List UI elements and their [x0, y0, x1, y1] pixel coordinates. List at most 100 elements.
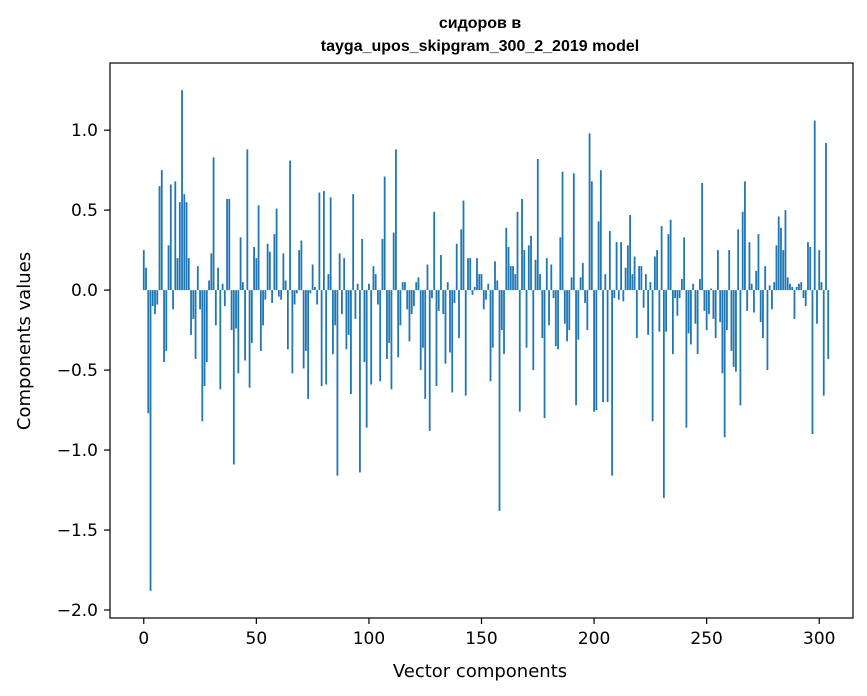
bar: [552, 290, 555, 299]
bar: [658, 290, 661, 332]
bar: [507, 246, 510, 291]
bar: [410, 290, 413, 315]
x-tick-label: 300: [803, 629, 835, 649]
y-tick-label: 0.0: [71, 281, 98, 301]
bar: [795, 286, 798, 291]
bar: [154, 290, 156, 315]
bar: [800, 282, 803, 291]
bar: [649, 282, 652, 291]
bar: [523, 250, 526, 291]
bar: [606, 290, 609, 403]
bar: [494, 261, 496, 291]
bar: [469, 258, 472, 291]
bar: [653, 256, 656, 291]
bar: [142, 250, 145, 291]
bar: [554, 290, 557, 347]
bar: [458, 290, 460, 339]
y-tick-label: 0.5: [71, 201, 98, 221]
bar: [428, 290, 431, 431]
bar: [732, 290, 735, 367]
bar: [145, 267, 147, 291]
bar: [689, 290, 692, 345]
bar: [370, 290, 373, 385]
bar: [527, 245, 530, 291]
bar: [784, 210, 787, 291]
bar: [512, 266, 514, 291]
bar: [807, 242, 809, 291]
bar: [757, 234, 760, 291]
bar: [332, 290, 334, 355]
bar: [316, 290, 319, 305]
bar: [295, 290, 298, 294]
bar: [341, 290, 343, 315]
bar: [372, 266, 375, 291]
bar: [210, 253, 213, 291]
bar: [440, 254, 442, 291]
bar: [431, 290, 433, 299]
bar: [313, 286, 316, 291]
bar: [656, 250, 659, 291]
y-tick-label: 1.0: [71, 121, 98, 141]
bar: [167, 245, 170, 291]
bar: [771, 290, 773, 310]
bar: [620, 242, 622, 291]
bar: [350, 290, 352, 395]
bar: [273, 234, 276, 291]
bar: [518, 290, 521, 412]
bar: [532, 290, 535, 371]
bar: [464, 290, 467, 396]
bar: [816, 290, 818, 324]
bar: [622, 290, 625, 302]
bar: [712, 290, 715, 319]
bar: [759, 290, 762, 323]
bar: [277, 290, 280, 297]
bar: [624, 267, 627, 291]
bar: [347, 290, 350, 335]
bar: [284, 280, 287, 291]
bar: [253, 246, 255, 291]
bar: [172, 290, 174, 310]
bar: [302, 290, 305, 369]
bar: [250, 290, 253, 343]
bar: [509, 266, 512, 291]
bar: [415, 282, 418, 291]
bar: [395, 149, 397, 291]
bar: [462, 200, 465, 291]
bar: [782, 250, 785, 291]
bar: [219, 290, 222, 390]
bar: [525, 290, 528, 348]
bar: [793, 290, 796, 319]
bar: [379, 290, 382, 382]
bar: [539, 274, 541, 291]
bar: [449, 290, 451, 353]
bar: [147, 290, 150, 414]
bar: [786, 277, 789, 291]
bar: [262, 290, 264, 326]
bar: [768, 285, 771, 291]
bar: [728, 250, 731, 291]
bar: [264, 290, 267, 300]
x-tick-label: 50: [246, 629, 268, 649]
bar: [246, 149, 249, 291]
bar: [708, 290, 710, 315]
bar: [687, 290, 690, 334]
bar: [798, 283, 800, 291]
bar: [388, 290, 391, 343]
bar: [671, 290, 674, 355]
bar: [320, 290, 323, 387]
bar: [374, 274, 377, 291]
bar: [597, 221, 600, 291]
bar: [505, 227, 508, 291]
bar: [588, 133, 591, 291]
bar: [446, 282, 449, 291]
bar: [482, 290, 485, 310]
bar: [163, 290, 165, 363]
bar: [178, 202, 181, 291]
bar: [406, 290, 409, 310]
bar: [237, 290, 240, 374]
bar: [827, 290, 830, 359]
bars: [142, 90, 830, 591]
bar: [674, 290, 677, 299]
bar: [802, 290, 805, 299]
bar: [717, 250, 719, 291]
